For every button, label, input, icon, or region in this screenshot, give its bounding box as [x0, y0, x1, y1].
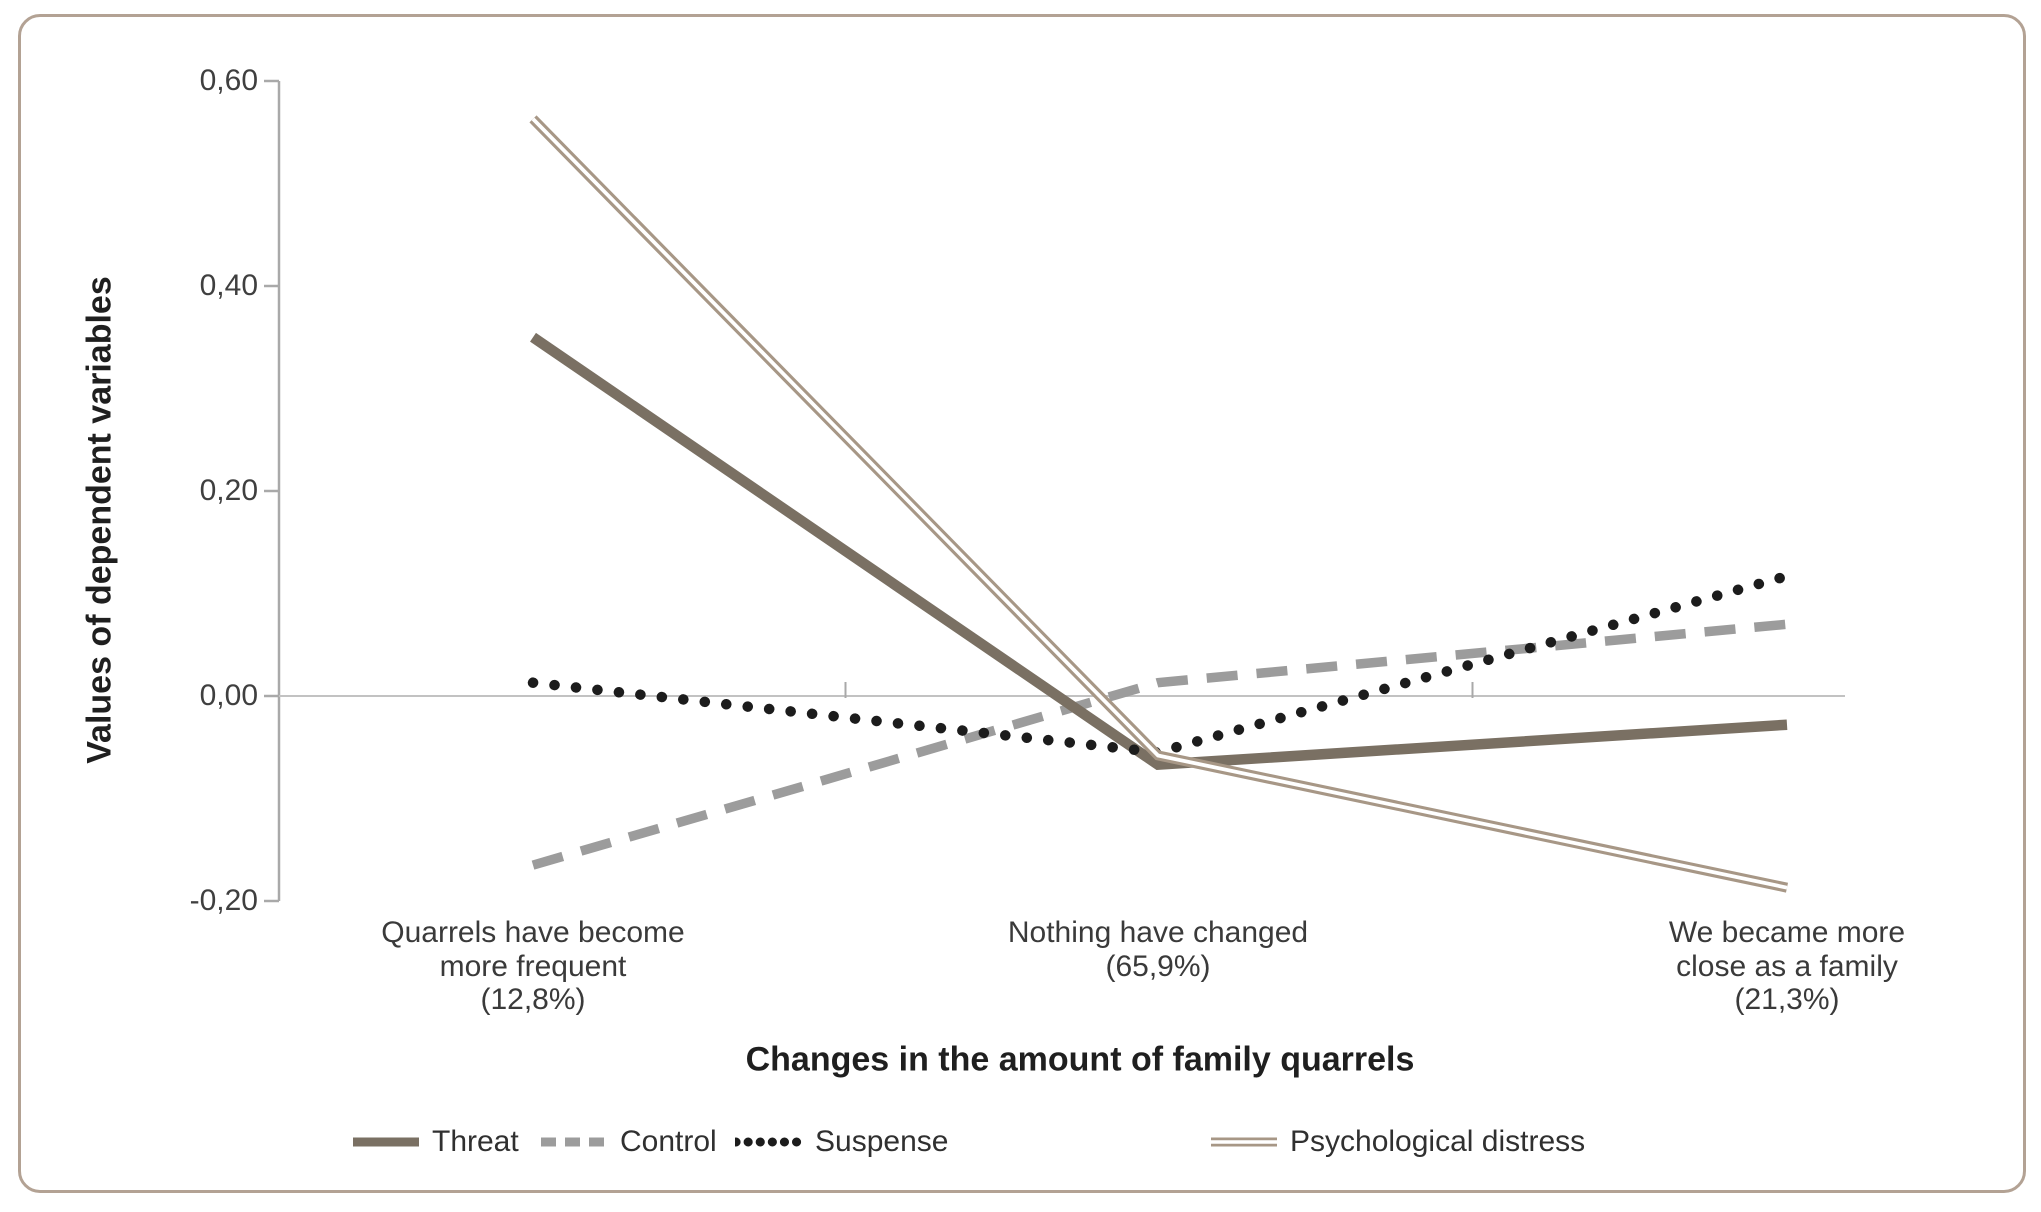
legend-swatch-solid [353, 1137, 419, 1147]
series-line-psychological-distress [529, 115, 1789, 893]
x-category-label: Nothing have changed (65,9%) [1007, 916, 1309, 983]
x-category-label: Quarrels have become more frequent (12,8%) [381, 916, 685, 1016]
x-category-label: We became more close as a family (21,3%) [1668, 916, 1906, 1016]
y-tick-label: 0,60 [199, 64, 258, 97]
y-tick-label: 0,00 [199, 679, 258, 712]
legend-swatch-dashed [541, 1137, 607, 1147]
legend-swatch-double [1211, 1137, 1277, 1147]
legend-item-psychological-distress: Psychological distress [1210, 1122, 1585, 1162]
legend-label: Threat [432, 1125, 519, 1158]
legend-label: Suspense [815, 1125, 949, 1158]
chart-frame [18, 14, 2026, 1193]
legend-item-control: Control [540, 1122, 717, 1162]
y-tick-label: 0,20 [199, 474, 258, 507]
series-line-psychological-distress-inner-gap [531, 117, 1788, 890]
y-tick-label: -0,20 [189, 884, 258, 917]
series-line-control [531, 619, 1788, 870]
series-line-threat [530, 332, 1788, 771]
legend-label: Control [620, 1125, 717, 1158]
legend-label: Psychological distress [1290, 1125, 1586, 1158]
legend-swatch-dotted [735, 1137, 803, 1147]
y-tick-label: 0,40 [199, 269, 258, 302]
legend-item-suspense: Suspense [735, 1122, 948, 1162]
legend-item-threat: Threat [352, 1122, 519, 1162]
series-line-suspense [527, 570, 1793, 758]
x-axis-title: Changes in the amount of family quarrels [745, 1040, 1415, 1079]
